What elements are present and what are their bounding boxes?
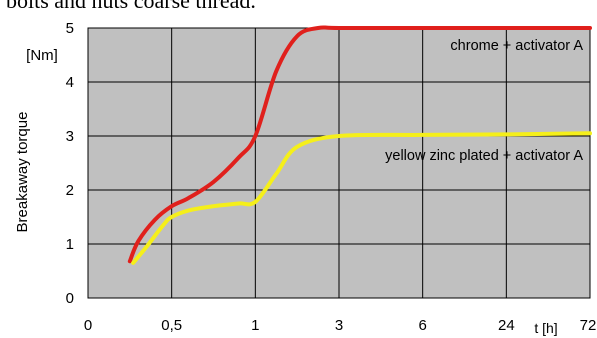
y-tick-label: 3 [66, 128, 74, 145]
x-tick-label: 1 [251, 317, 259, 334]
x-tick-label: 24 [498, 317, 515, 334]
y-tick-label: 2 [66, 182, 74, 199]
series-label-1: yellow zinc plated + activator A [385, 148, 583, 164]
y-tick-label: 1 [66, 236, 74, 253]
y-axis-label: Breakaway torque [14, 112, 31, 233]
x-tick-label: 6 [418, 317, 426, 334]
x-tick-label: 0,5 [161, 317, 182, 334]
x-tick-label: 0 [84, 317, 92, 334]
x-tick-label: 3 [335, 317, 343, 334]
series-line-1 [131, 131, 592, 265]
y-tick-label: 5 [66, 20, 74, 37]
y-unit-label: [Nm] [26, 47, 58, 64]
top-caption: bolts and nuts coarse thread. [6, 0, 256, 13]
series-label-0: chrome + activator A [450, 38, 583, 54]
x-tick-label: 72 [580, 317, 597, 334]
series-line-0 [127, 25, 592, 264]
y-tick-label: 0 [66, 290, 74, 307]
y-tick-label: 4 [66, 74, 74, 91]
x-axis-label: t [h] [534, 320, 557, 336]
